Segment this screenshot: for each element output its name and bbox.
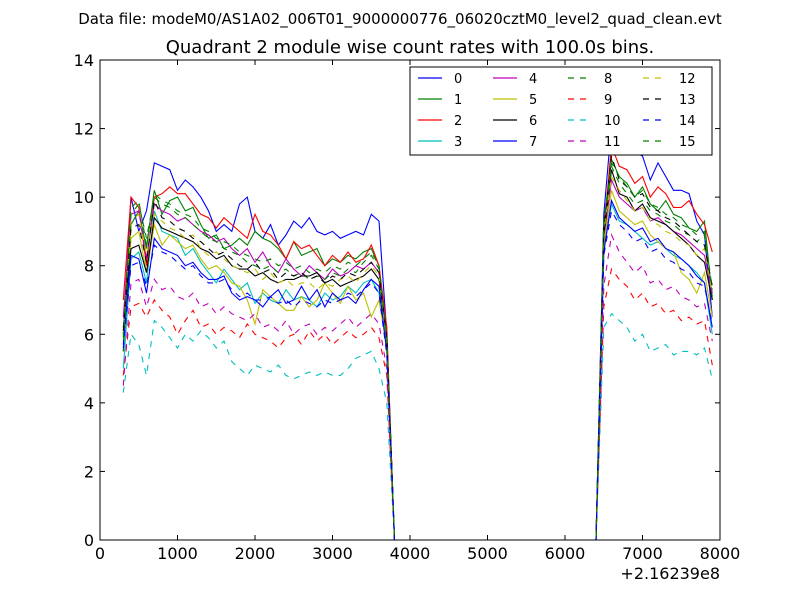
legend-label-10: 10 [604, 114, 621, 129]
y-tick-label: 14 [74, 51, 94, 70]
legend-label-3: 3 [454, 135, 462, 150]
x-tick-label: 6000 [545, 544, 586, 563]
x-tick-label: 4000 [390, 544, 431, 563]
x-tick-label: 3000 [312, 544, 353, 563]
legend-label-0: 0 [454, 72, 462, 87]
y-tick-label: 0 [84, 531, 94, 550]
legend-label-12: 12 [679, 72, 696, 87]
data-file-label: Data file: modeM0/AS1A02_006T01_90000007… [78, 10, 722, 29]
series-line-12 [122, 174, 713, 541]
legend-label-14: 14 [679, 114, 696, 129]
chart-title: Quadrant 2 module wise count rates with … [166, 37, 655, 58]
legend-label-15: 15 [679, 135, 696, 150]
legend-label-4: 4 [529, 72, 537, 87]
legend-label-1: 1 [454, 93, 462, 108]
legend-label-11: 11 [604, 135, 621, 150]
y-tick-label: 10 [74, 188, 94, 207]
legend-label-8: 8 [604, 72, 612, 87]
x-tick-label: 2000 [235, 544, 276, 563]
series-line-11 [122, 232, 713, 541]
legend-label-2: 2 [454, 114, 462, 129]
y-tick-label: 2 [84, 462, 94, 481]
legend-label-5: 5 [529, 93, 537, 108]
x-tick-label: 5000 [467, 544, 508, 563]
x-tick-label: 8000 [700, 544, 741, 563]
series-line-13 [122, 155, 713, 541]
series-line-9 [122, 267, 713, 541]
x-tick-label: 7000 [622, 544, 663, 563]
axis-ticks: 0 1000 2000 3000 4000 5000 6000 7000 80000246810… [74, 51, 741, 563]
legend-label-7: 7 [529, 135, 537, 150]
y-tick-label: 8 [84, 257, 94, 276]
x-offset-label: +2.16239e8 [620, 564, 720, 583]
legend-label-9: 9 [604, 93, 612, 108]
plot-frame [99, 59, 721, 541]
x-tick-label: 0 [95, 544, 105, 563]
legend-label-13: 13 [679, 93, 696, 108]
y-tick-label: 4 [84, 394, 94, 413]
x-tick-label: 1000 [157, 544, 198, 563]
legend-label-6: 6 [529, 114, 537, 129]
legend-box [409, 66, 713, 156]
y-tick-label: 6 [84, 325, 94, 344]
y-tick-label: 12 [74, 120, 94, 139]
